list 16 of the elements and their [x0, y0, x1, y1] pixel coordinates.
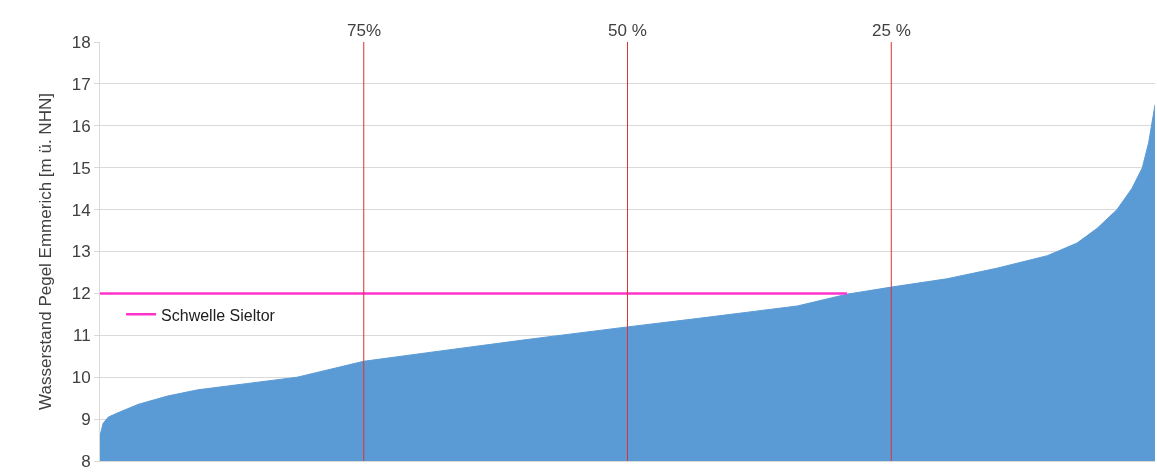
y-tick-label: 13	[71, 242, 91, 262]
ref-line-label: 75%	[347, 21, 382, 40]
y-tick-label: 10	[71, 368, 91, 388]
ref-line-label: 25 %	[872, 21, 911, 40]
legend-label: Schwelle Sieltor	[161, 306, 276, 324]
y-axis-title: Wasserstand Pegel Emmerich [m ü. NHN]	[36, 93, 56, 410]
y-tick-label: 11	[72, 326, 91, 346]
y-tick-label: 18	[71, 32, 91, 52]
y-tick-label: 14	[71, 200, 91, 220]
y-tick-label: 16	[71, 116, 91, 136]
y-tick-label: 9	[81, 410, 91, 430]
ref-line-label: 50 %	[608, 21, 647, 40]
y-tick-label: 12	[71, 284, 91, 304]
y-tick-label: 8	[81, 451, 91, 471]
y-tick-label: 17	[71, 74, 91, 94]
y-tick-label: 15	[71, 158, 91, 178]
